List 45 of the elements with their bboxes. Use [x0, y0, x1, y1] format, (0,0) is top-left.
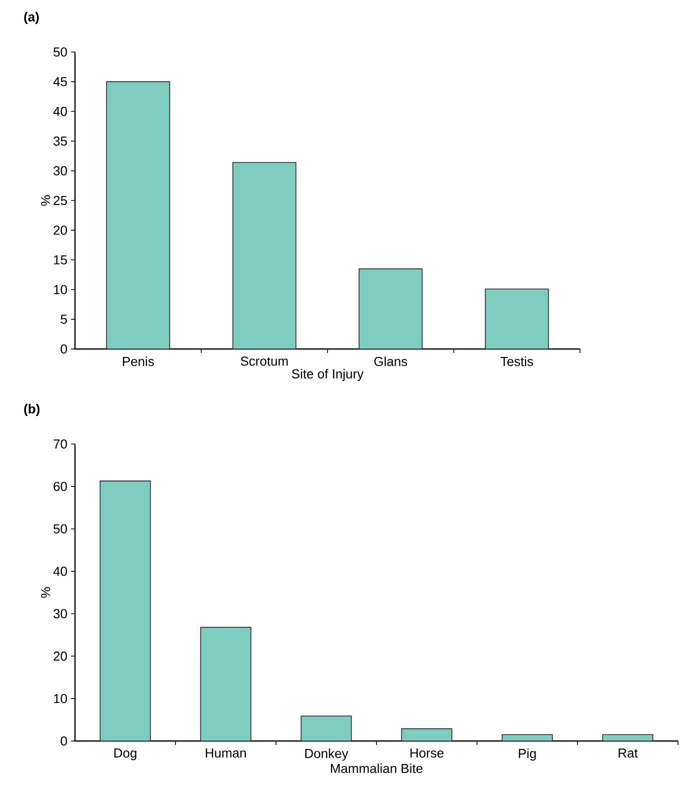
bar	[502, 734, 553, 742]
y-tick-label: 50	[54, 524, 67, 534]
y-tick-label: 70	[54, 439, 67, 449]
y-tick-label: 25	[54, 196, 67, 206]
y-tick-label: 20	[54, 652, 67, 661]
x-tick-label: Rat	[618, 748, 638, 758]
y-tick-label: 20	[54, 226, 67, 235]
y-tick-label: 10	[54, 694, 67, 704]
bar	[358, 268, 423, 350]
y-tick-label: 40	[53, 566, 67, 576]
y-tick-label: 30	[54, 609, 67, 618]
bar	[484, 288, 549, 350]
x-tick-label: Penis	[122, 356, 154, 366]
y-axis-title: %	[41, 195, 50, 206]
x-tick-label: Scrotum	[240, 356, 288, 366]
y-tick-label: 35	[54, 136, 67, 146]
bar	[602, 734, 654, 742]
x-tick-label: Testis	[500, 356, 534, 366]
x-tick-label: Horse	[410, 748, 444, 758]
y-tick-label: 60	[54, 482, 67, 492]
bar	[300, 716, 352, 742]
bar	[232, 162, 296, 350]
y-tick-label: 10	[54, 284, 67, 294]
x-tick-label: Donkey	[305, 748, 348, 761]
y-tick-label: 5	[60, 314, 67, 324]
x-tick-label: Glans	[374, 356, 408, 366]
y-tick-label: 40	[53, 106, 67, 116]
bar	[100, 480, 151, 742]
y-tick-label: 0	[60, 344, 67, 354]
y-tick-label: 45	[53, 77, 67, 86]
x-tick-label: Human	[206, 748, 246, 758]
x-axis-title: Mammalian Bite	[330, 764, 422, 774]
y-tick-label: 50	[54, 47, 67, 57]
x-tick-label: Dog	[114, 748, 136, 760]
y-tick-label: 0	[60, 736, 67, 746]
y-axis-title: %	[41, 587, 50, 598]
bar	[401, 728, 452, 742]
chart-title: (b)	[24, 404, 40, 416]
bar	[106, 81, 170, 350]
chart-title: (a)	[24, 12, 39, 24]
bar	[200, 626, 252, 742]
x-tick-label: Pig	[518, 748, 536, 761]
y-tick-label: 15	[54, 255, 67, 264]
x-axis-title: Site of Injury	[292, 368, 364, 382]
y-tick-label: 30	[54, 166, 67, 176]
